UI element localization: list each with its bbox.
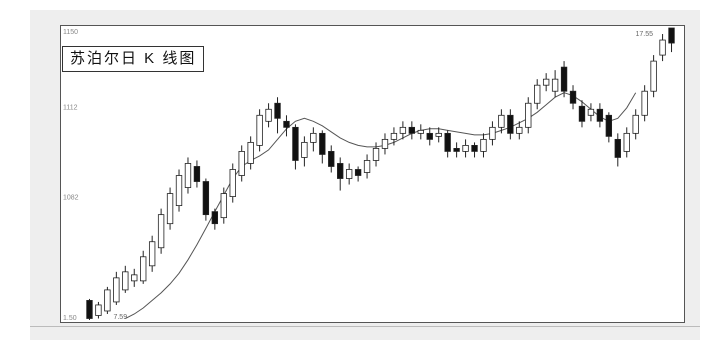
- candle-up: [659, 39, 666, 56]
- candle-up: [587, 108, 595, 116]
- candle-down: [211, 211, 219, 225]
- candle-up: [238, 151, 245, 176]
- candle-up: [166, 193, 174, 225]
- y-tick-label: 1112: [63, 104, 78, 111]
- candle-up: [542, 78, 550, 86]
- candle-down: [408, 126, 416, 134]
- candle-down: [596, 108, 604, 122]
- candle-up: [516, 126, 523, 134]
- candle-up: [265, 108, 272, 122]
- candle-up: [534, 84, 541, 104]
- candle-down: [274, 102, 281, 119]
- panel-bottom-rule: [30, 326, 700, 327]
- candle-up: [122, 271, 129, 291]
- candle-up: [310, 132, 317, 143]
- candle-down: [337, 163, 344, 179]
- candle-up: [381, 138, 389, 149]
- candle-up: [148, 241, 156, 267]
- candle-up: [140, 256, 147, 282]
- candle-up: [229, 169, 236, 197]
- candle-up: [462, 145, 469, 152]
- candle-up: [220, 193, 227, 219]
- chart-frame: 1150 1112 1082 1.50 17.55 7.59: [60, 25, 685, 323]
- candle-up: [95, 304, 102, 316]
- candle-up: [184, 163, 192, 188]
- candle-up: [489, 126, 496, 140]
- candle-down: [605, 114, 613, 137]
- candle-down: [354, 169, 362, 176]
- candle-down: [614, 138, 621, 158]
- candle-up: [131, 274, 138, 282]
- y-tick-label: 1150: [63, 29, 78, 36]
- candlestick-chart: 1150 1112 1082 1.50 17.55 7.59: [63, 27, 675, 322]
- candle-up: [641, 90, 648, 116]
- candle-up: [301, 141, 308, 158]
- candle-down: [578, 105, 586, 122]
- moving-average-line: [125, 92, 637, 319]
- candle-up: [650, 60, 657, 92]
- low-price-label: 7.59: [113, 314, 127, 321]
- candle-up: [480, 138, 487, 152]
- high-price-label: 17.55: [636, 31, 654, 38]
- candle-up: [435, 132, 442, 137]
- candle-up: [632, 114, 639, 134]
- chart-panel: 1150 1112 1082 1.50 17.55 7.59: [30, 10, 700, 340]
- candle-down: [507, 114, 514, 134]
- candle-up: [551, 78, 559, 92]
- candle-up: [498, 114, 505, 128]
- candle-up: [623, 132, 630, 152]
- candle-up: [175, 175, 183, 207]
- candle-up: [345, 169, 353, 179]
- candle-down: [453, 148, 460, 152]
- candle-down: [426, 132, 433, 140]
- candle-down: [292, 126, 299, 161]
- candle-down: [202, 181, 210, 216]
- y-tick-label: 1082: [63, 195, 79, 202]
- candle-up: [256, 114, 263, 146]
- candle-up: [399, 126, 407, 134]
- candle-up: [372, 148, 380, 161]
- candle-down: [668, 27, 675, 44]
- candle-up: [247, 141, 254, 164]
- candle-down: [560, 66, 568, 92]
- candle-up: [363, 160, 371, 173]
- candle-up: [390, 132, 398, 140]
- candle-up: [104, 289, 111, 312]
- candle-down: [471, 145, 478, 152]
- candle-down: [319, 132, 326, 155]
- candle-up: [157, 214, 165, 249]
- candle-down: [193, 166, 201, 182]
- candle-up: [113, 277, 120, 303]
- chart-title: 苏泊尔日 K 线图: [62, 46, 205, 72]
- candle-down: [283, 120, 290, 128]
- y-tick-label: 1.50: [63, 315, 77, 322]
- candle-down: [328, 151, 335, 167]
- candle-up: [525, 102, 532, 128]
- candle-up: [417, 129, 424, 134]
- candle-down: [569, 90, 577, 104]
- candle-down: [86, 300, 93, 319]
- candle-down: [444, 132, 451, 152]
